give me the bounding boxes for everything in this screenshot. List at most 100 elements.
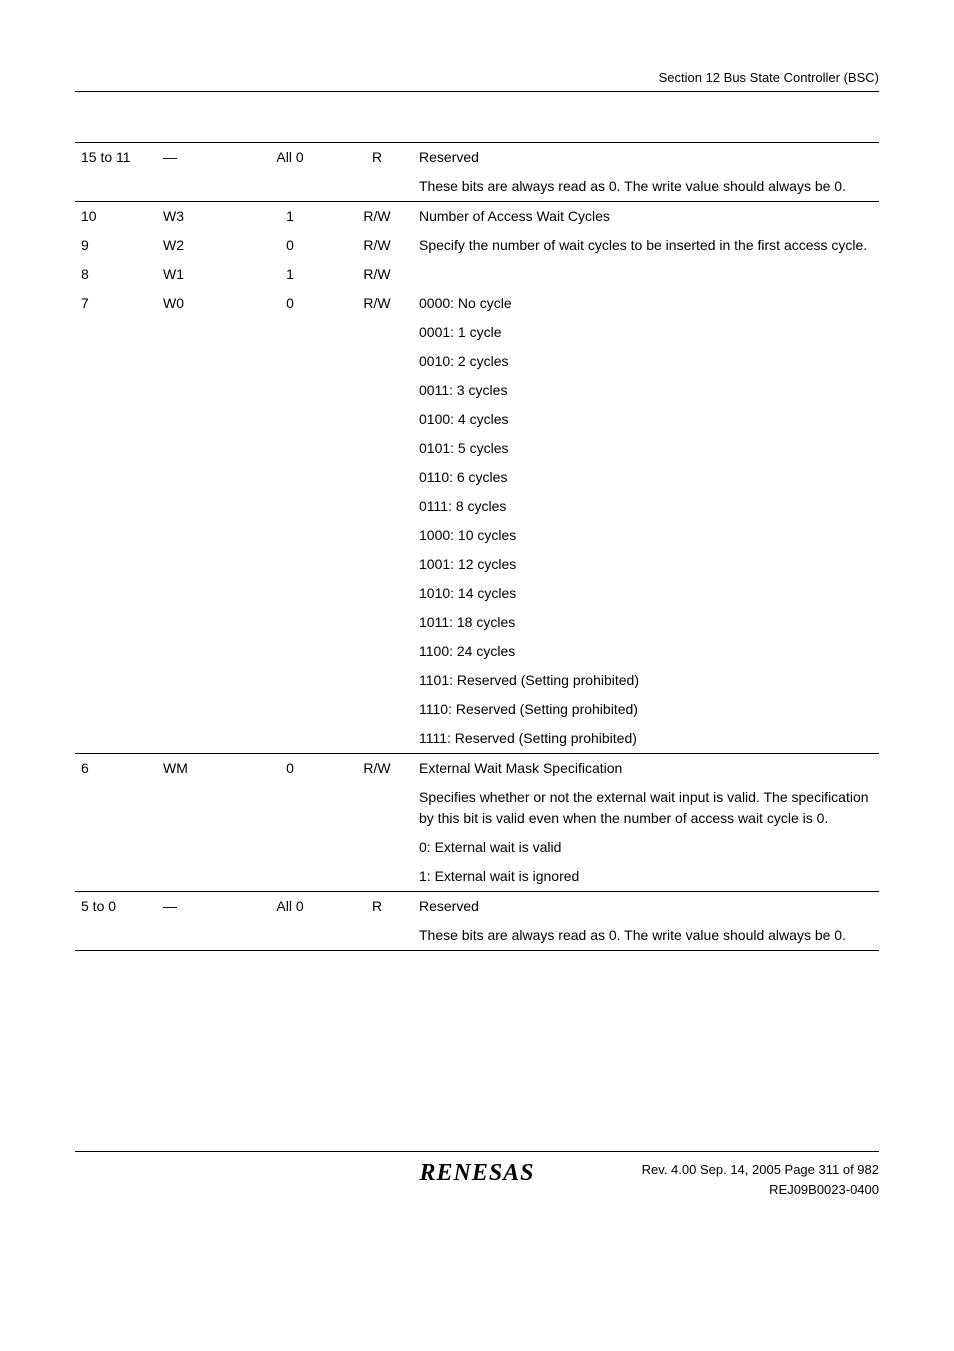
- table-cell: [75, 492, 157, 521]
- table-cell: [341, 521, 413, 550]
- table-cell: 1010: 14 cycles: [413, 579, 879, 608]
- table-cell: 6: [75, 754, 157, 784]
- table-cell: [239, 921, 341, 951]
- section-header: Section 12 Bus State Controller (BSC): [75, 70, 879, 92]
- table-cell: [157, 579, 239, 608]
- table-cell: [341, 318, 413, 347]
- table-cell: 0: External wait is valid: [413, 833, 879, 862]
- table-row: 1: External wait is ignored: [75, 862, 879, 892]
- table-row: 15 to 11—All 0RReserved: [75, 143, 879, 173]
- table-cell: These bits are always read as 0. The wri…: [413, 172, 879, 202]
- table-row: 6WM0R/WExternal Wait Mask Specification: [75, 754, 879, 784]
- table-cell: 10: [75, 202, 157, 232]
- table-cell: 5 to 0: [75, 892, 157, 922]
- table-cell: —: [157, 143, 239, 173]
- table-cell: [341, 405, 413, 434]
- table-cell: [157, 405, 239, 434]
- table-row: These bits are always read as 0. The wri…: [75, 172, 879, 202]
- table-cell: [157, 318, 239, 347]
- table-cell: 0100: 4 cycles: [413, 405, 879, 434]
- table-row: 1010: 14 cycles: [75, 579, 879, 608]
- table-cell: W3: [157, 202, 239, 232]
- table-row: 0110: 6 cycles: [75, 463, 879, 492]
- table-cell: [157, 666, 239, 695]
- table-cell: [157, 695, 239, 724]
- table-cell: [341, 637, 413, 666]
- table-cell: [239, 172, 341, 202]
- table-cell: [341, 783, 413, 833]
- table-row: 0101: 5 cycles: [75, 434, 879, 463]
- table-row: 9W20R/WSpecify the number of wait cycles…: [75, 231, 879, 260]
- table-cell: [157, 434, 239, 463]
- table-cell: 0: [239, 289, 341, 318]
- table-row: 0010: 2 cycles: [75, 347, 879, 376]
- table-row: 7W00R/W0000: No cycle: [75, 289, 879, 318]
- table-row: 1101: Reserved (Setting prohibited): [75, 666, 879, 695]
- table-cell: [239, 347, 341, 376]
- table-cell: WM: [157, 754, 239, 784]
- table-cell: 1000: 10 cycles: [413, 521, 879, 550]
- table-cell: —: [157, 892, 239, 922]
- register-table: 15 to 11—All 0RReservedThese bits are al…: [75, 142, 879, 951]
- table-cell: Specifies whether or not the external wa…: [413, 783, 879, 833]
- table-cell: [341, 724, 413, 754]
- table-cell: [341, 434, 413, 463]
- table-cell: [75, 862, 157, 892]
- table-cell: R: [341, 143, 413, 173]
- table-cell: [157, 376, 239, 405]
- table-cell: [157, 521, 239, 550]
- table-cell: [157, 724, 239, 754]
- table-cell: 0111: 8 cycles: [413, 492, 879, 521]
- table-cell: [239, 637, 341, 666]
- table-cell: [75, 405, 157, 434]
- table-cell: [239, 833, 341, 862]
- table-cell: 1: [239, 260, 341, 289]
- table-cell: [239, 579, 341, 608]
- footer-doc: REJ09B0023-0400: [642, 1180, 879, 1200]
- table-cell: 1011: 18 cycles: [413, 608, 879, 637]
- table-cell: 0: [239, 754, 341, 784]
- table-cell: [239, 550, 341, 579]
- table-cell: [157, 783, 239, 833]
- page-footer: RENESAS Rev. 4.00 Sep. 14, 2005 Page 311…: [75, 1151, 879, 1199]
- table-cell: 1110: Reserved (Setting prohibited): [413, 695, 879, 724]
- table-cell: [239, 783, 341, 833]
- table-row: 0011: 3 cycles: [75, 376, 879, 405]
- table-cell: W2: [157, 231, 239, 260]
- table-cell: Reserved: [413, 892, 879, 922]
- table-cell: [239, 666, 341, 695]
- table-cell: [75, 521, 157, 550]
- table-cell: 1: External wait is ignored: [413, 862, 879, 892]
- table-cell: [75, 347, 157, 376]
- table-cell: [157, 608, 239, 637]
- table-cell: 8: [75, 260, 157, 289]
- table-cell: Specify the number of wait cycles to be …: [413, 231, 879, 260]
- table-cell: [75, 666, 157, 695]
- table-cell: [341, 579, 413, 608]
- table-cell: [413, 260, 879, 289]
- renesas-logo: RENESAS: [419, 1160, 534, 1187]
- table-cell: R/W: [341, 754, 413, 784]
- table-cell: [157, 463, 239, 492]
- table-row: 1110: Reserved (Setting prohibited): [75, 695, 879, 724]
- table-cell: [75, 695, 157, 724]
- table-cell: 1001: 12 cycles: [413, 550, 879, 579]
- table-cell: W1: [157, 260, 239, 289]
- table-cell: [75, 637, 157, 666]
- table-cell: [341, 463, 413, 492]
- table-cell: [239, 862, 341, 892]
- table-cell: [239, 521, 341, 550]
- table-row: 0: External wait is valid: [75, 833, 879, 862]
- table-cell: R/W: [341, 202, 413, 232]
- table-cell: [75, 318, 157, 347]
- table-cell: R/W: [341, 289, 413, 318]
- table-cell: [75, 608, 157, 637]
- table-cell: [239, 492, 341, 521]
- table-cell: External Wait Mask Specification: [413, 754, 879, 784]
- table-cell: [75, 579, 157, 608]
- table-cell: Number of Access Wait Cycles: [413, 202, 879, 232]
- table-cell: [239, 376, 341, 405]
- table-cell: These bits are always read as 0. The wri…: [413, 921, 879, 951]
- table-cell: 1: [239, 202, 341, 232]
- table-cell: [157, 492, 239, 521]
